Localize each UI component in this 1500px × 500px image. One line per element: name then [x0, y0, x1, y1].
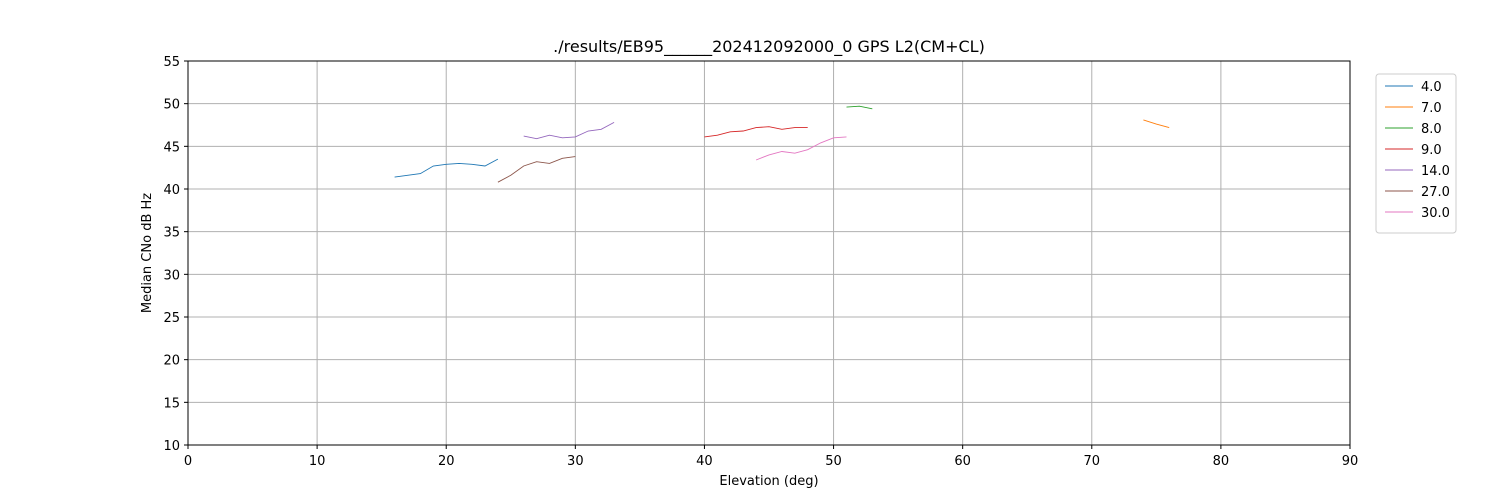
y-tick-label: 20 [163, 354, 180, 369]
series-line-9-0 [704, 126, 808, 138]
x-tick-label: 20 [438, 454, 455, 469]
x-tick-label: 90 [1342, 454, 1359, 469]
series-line-7-0 [1143, 119, 1170, 129]
y-tick-label: 40 [163, 183, 180, 198]
series-line-27-0 [497, 156, 576, 183]
y-tick-label: 15 [163, 396, 180, 411]
series-line-8-0 [846, 105, 873, 110]
series-line-30-0 [755, 136, 847, 161]
x-tick-label: 0 [184, 454, 192, 469]
y-axis-label: Median CNo dB Hz [140, 193, 155, 313]
series-line-14-0 [523, 122, 615, 140]
legend-label: 9.0 [1421, 143, 1442, 158]
x-tick-label: 70 [1084, 454, 1101, 469]
legend-label: 27.0 [1421, 185, 1450, 200]
legend: 4.0 7.0 8.0 9.0 14.0 27.0 30.0 [1375, 73, 1457, 234]
legend-box [1375, 73, 1457, 234]
y-tick-label: 55 [163, 55, 180, 70]
y-tick-label: 10 [163, 439, 180, 454]
x-tick-label: 50 [825, 454, 842, 469]
legend-label: 4.0 [1421, 80, 1442, 95]
legend-label: 8.0 [1421, 122, 1442, 137]
x-tick-label: 10 [309, 454, 326, 469]
legend-label: 14.0 [1421, 164, 1450, 179]
x-axis-ticks: 0 10 20 30 40 50 60 70 80 90 [184, 445, 1358, 469]
y-tick-label: 35 [163, 226, 180, 241]
x-tick-label: 30 [567, 454, 584, 469]
y-tick-label: 25 [163, 311, 180, 326]
plot-frame [187, 60, 1351, 446]
legend-label: 7.0 [1421, 101, 1442, 116]
y-tick-label: 45 [163, 140, 180, 155]
chart-title: ./results/EB95______202412092000_0 GPS L… [553, 37, 985, 57]
y-axis-ticks: 10 15 20 25 30 35 40 45 50 55 [163, 55, 188, 454]
x-tick-label: 60 [954, 454, 971, 469]
x-tick-label: 40 [696, 454, 713, 469]
y-tick-label: 30 [163, 268, 180, 283]
x-tick-label: 80 [1213, 454, 1230, 469]
legend-label: 30.0 [1421, 206, 1450, 221]
series-line-4-0 [394, 158, 499, 178]
y-tick-label: 50 [163, 98, 180, 113]
series-layer [394, 105, 1170, 183]
x-axis-label: Elevation (deg) [719, 474, 818, 489]
